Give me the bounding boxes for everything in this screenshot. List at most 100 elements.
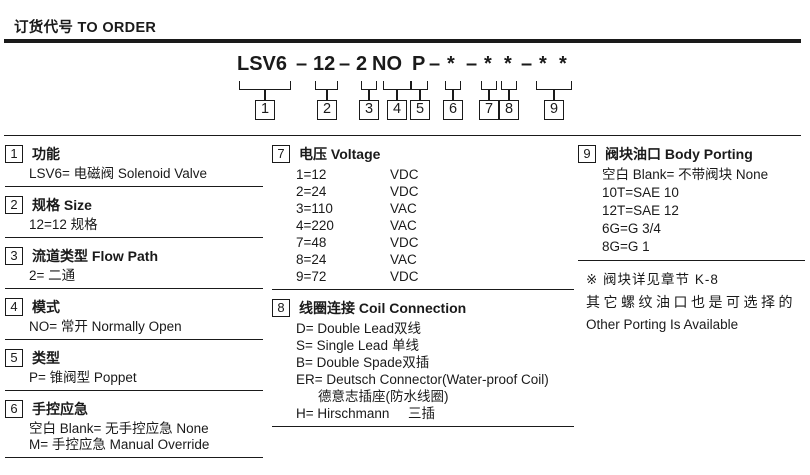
code-star: * <box>539 53 547 75</box>
option-line: 空白 Blank= 无手控应急 None <box>29 421 209 436</box>
voltage-unit: VDC <box>390 269 419 284</box>
voltage-value: 9=72 <box>296 269 327 284</box>
bracket-1 <box>239 81 291 90</box>
code-part-size: 12 <box>313 53 336 75</box>
ref-box-4: 4 <box>387 100 407 120</box>
voltage-row: 3=110 VAC <box>296 200 574 217</box>
option-line: P= 锥阀型 Poppet <box>29 370 137 385</box>
coil-code: S= Single Lead <box>296 338 388 353</box>
section-flow-path: 3 流道类型 Flow Path 2= 二通 <box>5 246 263 289</box>
section-title: 阀块油口 Body Porting <box>605 146 753 162</box>
voltage-row: 4=220 VAC <box>296 217 574 234</box>
section-number: 6 <box>5 400 23 418</box>
section-number: 5 <box>5 349 23 367</box>
bracket-3 <box>361 81 377 90</box>
option-line: 12=12 规格 <box>29 217 98 232</box>
code-dash: – <box>429 53 441 75</box>
column-middle: 7 电压 Voltage 1=12 VDC 2=24 VDC 3=110 VAC 4=… <box>272 144 574 435</box>
code-dash: – <box>466 53 478 75</box>
coil-row: H= Hirschmann 三插 <box>296 405 574 422</box>
section-manual-override: 6 手控应急 空白 Blank= 无手控应急 None M= 手控应急 Manu… <box>5 399 263 458</box>
code-part-mode: NO <box>372 53 402 75</box>
code-part-flow: 2 <box>356 53 368 75</box>
bracket-stem <box>368 90 370 100</box>
section-title: 电压 Voltage <box>299 146 381 162</box>
ref-box-5: 5 <box>410 100 430 120</box>
coil-row: S= Single Lead 单线 <box>296 337 574 354</box>
ref-box-6: 6 <box>443 100 463 120</box>
section-title: 线圈连接 Coil Connection <box>299 300 467 316</box>
voltage-value: 3=110 <box>296 201 333 216</box>
column-left: 1 功能 LSV6= 电磁阀 Solenoid Valve 2 规格 Size … <box>5 144 263 466</box>
section-title: 手控应急 <box>32 401 88 417</box>
ref-box-8: 8 <box>499 100 519 120</box>
code-part-model: LSV6 <box>237 53 288 75</box>
section-voltage: 7 电压 Voltage 1=12 VDC 2=24 VDC 3=110 VAC 4=… <box>272 144 574 290</box>
coil-cn-label: 三插 <box>408 406 435 421</box>
voltage-row: 1=12 VDC <box>296 166 574 183</box>
section-title: 类型 <box>32 350 60 366</box>
code-star: * <box>504 53 512 75</box>
voltage-value: 2=24 <box>296 184 327 199</box>
section-type: 5 类型 P= 锥阀型 Poppet <box>5 348 263 391</box>
bracket-4 <box>383 81 411 90</box>
section-title: 流道类型 Flow Path <box>32 248 158 264</box>
coil-row: B= Double Spade双插 <box>296 354 574 371</box>
bracket-2 <box>315 81 338 90</box>
option-line: M= 手控应急 Manual Override <box>29 437 210 452</box>
ref-box-7: 7 <box>479 100 499 120</box>
voltage-row: 2=24 VDC <box>296 183 574 200</box>
voltage-unit: VDC <box>390 235 419 250</box>
section-number: 4 <box>5 298 23 316</box>
coil-code: ER= Deutsch Connector(Water-proof Coil) <box>296 372 549 387</box>
section-number: 8 <box>272 299 290 317</box>
coil-cn-label: 双插 <box>402 355 430 370</box>
bracket-9 <box>536 81 572 90</box>
bracket-stem <box>553 90 555 100</box>
section-coil-connection: 8 线圈连接 Coil Connection D= Double Lead双线 … <box>272 298 574 427</box>
voltage-value: 1=12 <box>296 167 327 182</box>
code-star: * <box>447 53 455 75</box>
header-divider <box>4 39 801 43</box>
voltage-unit: VDC <box>390 184 419 199</box>
page-title: 订货代号 TO ORDER <box>14 20 157 36</box>
section-function: 1 功能 LSV6= 电磁阀 Solenoid Valve <box>5 144 263 187</box>
coil-code: H= Hirschmann <box>296 406 390 421</box>
option-line: 8G=G 1 <box>602 239 650 254</box>
coil-code: 德意志插座(防水线圈) <box>318 389 449 404</box>
bracket-stem <box>488 90 490 100</box>
option-line: 2= 二通 <box>29 268 76 283</box>
bracket-stem <box>452 90 454 100</box>
note-line: 其它螺纹油口也是可选择的 <box>586 294 796 310</box>
porting-notes: ※ 阀块详见章节 K-8 其它螺纹油口也是可选择的 Other Porting … <box>578 269 805 336</box>
diagram-divider <box>4 135 801 136</box>
option-line: LSV6= 电磁阀 Solenoid Valve <box>29 166 207 181</box>
note-line: Other Porting Is Available <box>586 317 739 332</box>
note-line: ※ 阀块详见章节 K-8 <box>586 272 719 287</box>
ref-box-2: 2 <box>317 100 337 120</box>
code-dash: – <box>521 53 533 75</box>
section-number: 1 <box>5 145 23 163</box>
code-star: * <box>484 53 492 75</box>
section-mode: 4 模式 NO= 常开 Normally Open <box>5 297 263 340</box>
voltage-unit: VAC <box>390 201 417 216</box>
section-number: 2 <box>5 196 23 214</box>
code-part-type: P <box>412 53 426 75</box>
voltage-value: 7=48 <box>296 235 327 250</box>
coil-row: ER= Deutsch Connector(Water-proof Coil) <box>296 371 574 388</box>
section-number: 9 <box>578 145 596 163</box>
coil-cn-label: 双线 <box>393 321 421 336</box>
coil-row-continuation: 德意志插座(防水线圈) <box>296 388 574 405</box>
code-dash: – <box>339 53 351 75</box>
section-number: 3 <box>5 247 23 265</box>
voltage-value: 8=24 <box>296 252 327 267</box>
ref-box-3: 3 <box>359 100 379 120</box>
ref-box-9: 9 <box>544 100 564 120</box>
bracket-5 <box>411 81 428 90</box>
bracket-stem <box>326 90 328 100</box>
voltage-value: 4=220 <box>296 218 334 233</box>
option-line: 10T=SAE 10 <box>602 185 679 200</box>
voltage-row: 9=72 VDC <box>296 268 574 285</box>
ref-box-1: 1 <box>255 100 275 120</box>
